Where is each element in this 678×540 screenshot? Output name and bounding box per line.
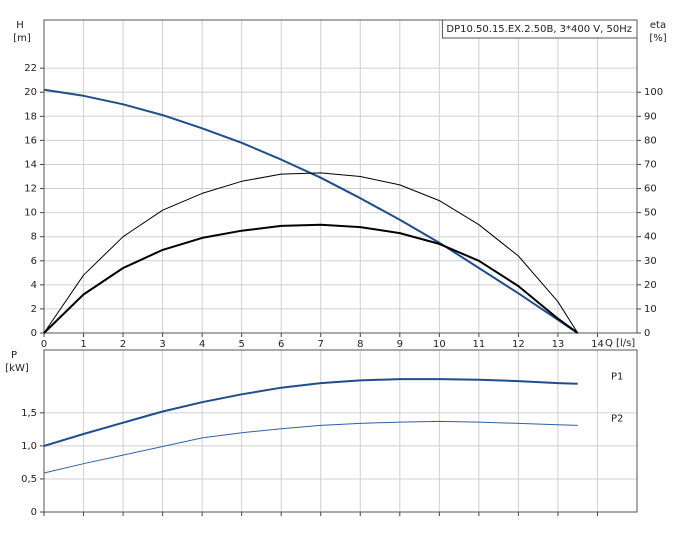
chart-title: DP10.50.15.EX.2.50B, 3*400 V, 50Hz	[446, 24, 632, 35]
plot-frame	[43, 349, 638, 513]
y2-tick-label: 70	[644, 159, 657, 170]
y-tick-label: 18	[24, 111, 37, 122]
x-tick-label: 8	[357, 339, 363, 350]
y2-tick-label: 50	[644, 208, 657, 219]
curve	[43, 420, 578, 474]
y-tick-label: 2	[31, 304, 37, 315]
y-tick-label: 4	[31, 280, 37, 291]
curve	[43, 88, 579, 334]
series-label: P1	[611, 372, 623, 383]
y-tick-label: 14	[24, 159, 37, 170]
series-label: P2	[611, 413, 623, 424]
x-tick-label: 7	[318, 339, 324, 350]
y-tick-label: 22	[24, 63, 37, 74]
curve	[43, 172, 579, 334]
x-tick-label: 13	[552, 339, 565, 350]
x-tick-label: 4	[199, 339, 205, 350]
y-tick-label: 16	[24, 135, 37, 146]
x-tick-label: 3	[159, 339, 165, 350]
y2-tick-label: 90	[644, 111, 657, 122]
y-tick-label: 0	[31, 507, 37, 518]
x-tick-label: 10	[433, 339, 446, 350]
x-tick-label: 12	[512, 339, 525, 350]
y-tick-label: 20	[24, 87, 37, 98]
y-tick-label: 6	[31, 256, 37, 267]
y2-tick-label: 30	[644, 256, 657, 267]
y2-label: eta	[650, 20, 666, 31]
y-unit: [m]	[13, 33, 31, 44]
x-tick-label: 14	[591, 339, 604, 350]
plot-frame	[43, 19, 638, 334]
x-label: Q [l/s]	[605, 338, 635, 349]
y2-tick-label: 10	[644, 304, 657, 315]
y2-tick-label: 40	[644, 232, 657, 243]
y2-tick-label: 20	[644, 280, 657, 291]
y-tick-label: 1,0	[21, 441, 37, 452]
y-tick-label: 0,5	[21, 474, 37, 485]
x-tick-label: 5	[238, 339, 244, 350]
y2-tick-label: 60	[644, 184, 657, 195]
y-tick-label: 12	[24, 184, 37, 195]
y-tick-label: 0	[31, 328, 37, 339]
y2-tick-label: 0	[644, 328, 650, 339]
y2-tick-label: 80	[644, 135, 657, 146]
title-box	[441, 19, 638, 39]
y-tick-label: 10	[24, 208, 37, 219]
curve	[43, 378, 578, 447]
x-tick-label: 1	[80, 339, 86, 350]
x-tick-label: 11	[472, 339, 485, 350]
x-tick-label: 0	[41, 339, 47, 350]
y-label: H	[16, 20, 24, 31]
y2-unit: [%]	[649, 33, 666, 44]
y-unit: [kW]	[5, 363, 29, 374]
y-tick-label: 8	[31, 232, 37, 243]
x-tick-label: 9	[397, 339, 403, 350]
x-tick-label: 2	[120, 339, 126, 350]
y-label: P	[11, 350, 17, 361]
x-tick-label: 6	[278, 339, 284, 350]
y2-tick-label: 100	[644, 87, 663, 98]
curve	[43, 223, 579, 334]
y-tick-label: 1,5	[21, 408, 37, 419]
